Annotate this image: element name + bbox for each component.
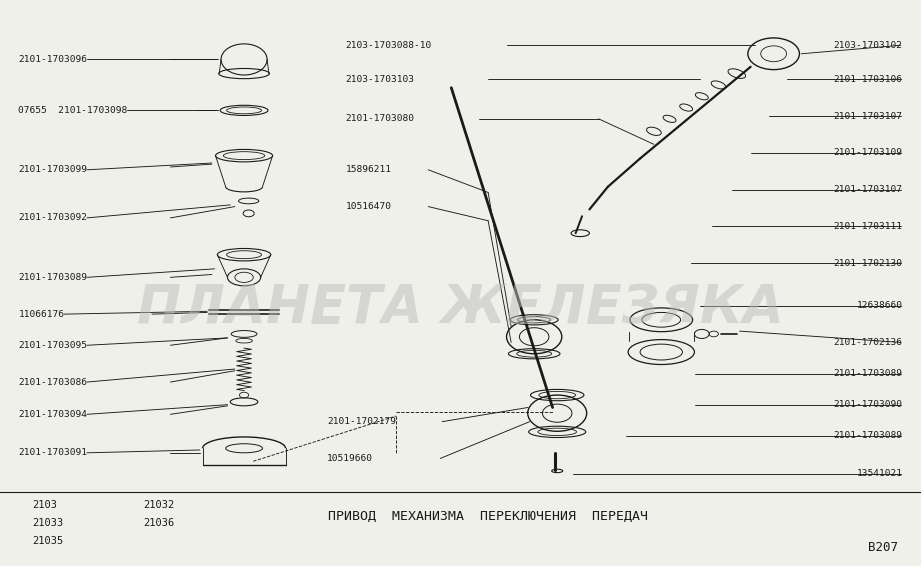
Text: 2101-1702179: 2101-1702179 [327,417,396,426]
Text: 2101-1703080: 2101-1703080 [345,114,414,123]
Text: 21035: 21035 [32,536,64,546]
Text: 2101-1703089: 2101-1703089 [834,369,903,378]
Text: ПЛАНЕТА ЖЕЛЕЗЯКА: ПЛАНЕТА ЖЕЛЕЗЯКА [137,282,784,335]
Text: 15896211: 15896211 [345,165,391,174]
Text: 2101-1703107: 2101-1703107 [834,185,903,194]
Text: 2101-1703096: 2101-1703096 [18,55,87,64]
Text: 2101-1703089: 2101-1703089 [834,431,903,440]
Text: 21032: 21032 [143,500,174,510]
Text: 2101-1703089: 2101-1703089 [18,273,87,282]
Text: 2101-1703107: 2101-1703107 [834,112,903,121]
Text: 2101-1703090: 2101-1703090 [834,400,903,409]
Text: 2101-1703086: 2101-1703086 [18,378,87,387]
Text: 2101-1703094: 2101-1703094 [18,410,87,419]
Text: 21036: 21036 [143,518,174,528]
Text: 2103-1703103: 2103-1703103 [345,75,414,84]
Text: 2101-1703106: 2101-1703106 [834,75,903,84]
Text: 2101-1703092: 2101-1703092 [18,213,87,222]
Text: 2101-1703095: 2101-1703095 [18,341,87,350]
Text: 07655  2101-1703098: 07655 2101-1703098 [18,106,128,115]
Text: 10519660: 10519660 [327,454,373,463]
Text: 13541021: 13541021 [857,469,903,478]
Text: 2101-1703099: 2101-1703099 [18,165,87,174]
Text: 2101-1702136: 2101-1702136 [834,338,903,347]
Text: 2103-1703102: 2103-1703102 [834,41,903,50]
Text: B207: B207 [868,542,898,554]
Text: 10516470: 10516470 [345,202,391,211]
Text: 2101-1702130: 2101-1702130 [834,259,903,268]
Text: ПРИВОД  МЕХАНИЗМА  ПЕРЕКЛЮЧЕНИЯ  ПЕРЕДАЧ: ПРИВОД МЕХАНИЗМА ПЕРЕКЛЮЧЕНИЯ ПЕРЕДАЧ [328,510,648,522]
Text: 21033: 21033 [32,518,64,528]
Text: 2103-1703088-10: 2103-1703088-10 [345,41,432,50]
Text: 2101-1703091: 2101-1703091 [18,448,87,457]
Text: 11066176: 11066176 [18,310,64,319]
Text: 2101-1703109: 2101-1703109 [834,148,903,157]
Text: 2101-1703111: 2101-1703111 [834,222,903,231]
Text: 2103: 2103 [32,500,57,510]
Text: 12638660: 12638660 [857,301,903,310]
